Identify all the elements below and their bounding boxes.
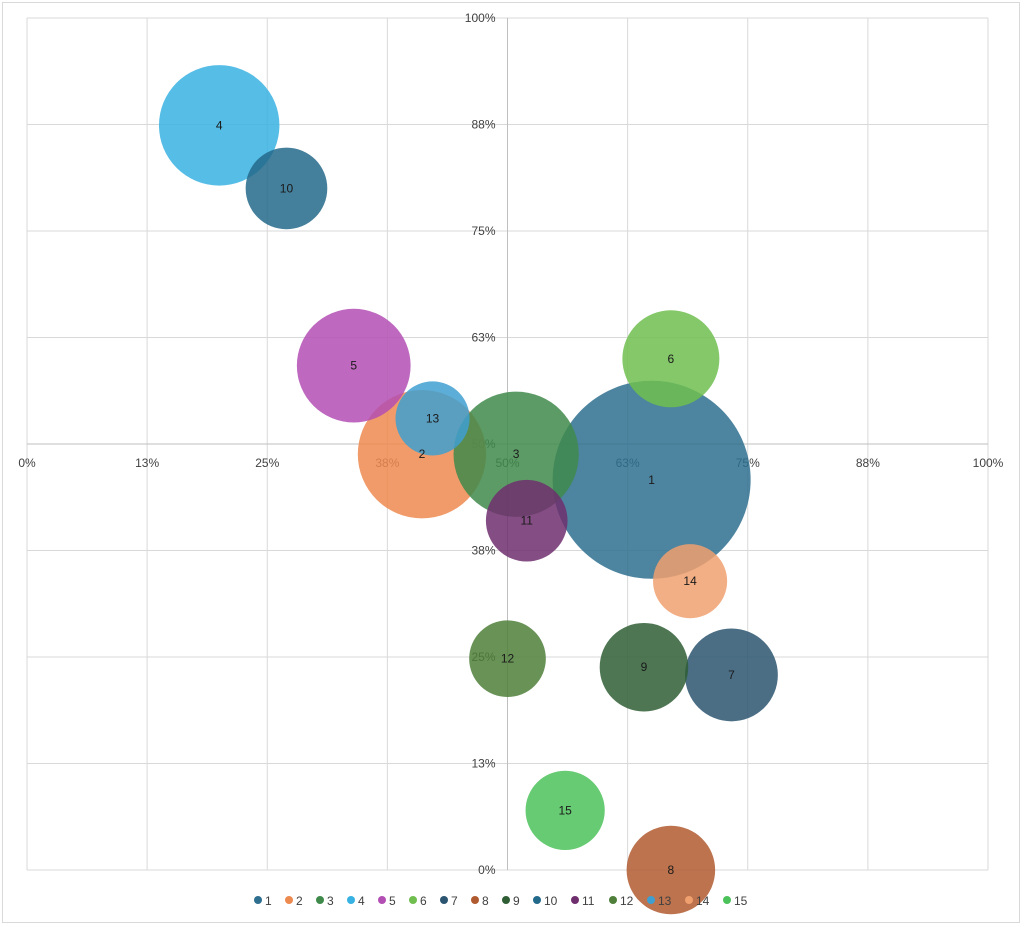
bubble-label: 9 (641, 660, 648, 674)
bubble-label: 2 (419, 447, 426, 461)
bubble-10 (245, 147, 328, 230)
y-tick-label: 0% (478, 863, 496, 877)
legend-marker (571, 896, 579, 904)
y-tick-label: 100% (465, 11, 496, 25)
bubble-label: 1 (648, 473, 655, 487)
legend-marker (316, 896, 324, 904)
bubble-label: 14 (683, 574, 697, 588)
bubble-6 (622, 310, 720, 408)
legend-marker (347, 896, 355, 904)
legend-label: 15 (734, 894, 748, 908)
legend-marker (409, 896, 417, 904)
bubble-15 (525, 770, 605, 850)
bubble-label: 12 (501, 652, 515, 666)
bubble-14 (653, 544, 728, 619)
legend-marker (471, 896, 479, 904)
legend-label: 14 (696, 894, 710, 908)
legend-label: 12 (620, 894, 634, 908)
legend-label: 8 (482, 894, 489, 908)
bubble-label: 13 (426, 411, 440, 425)
bubble-11 (485, 479, 568, 562)
legend-label: 3 (327, 894, 334, 908)
bubble-12 (469, 620, 546, 698)
bubble-4 (158, 65, 280, 186)
bubble-label: 7 (728, 668, 735, 682)
legend-marker (254, 896, 262, 904)
legend-label: 13 (658, 894, 672, 908)
bubble-7 (684, 628, 778, 722)
y-tick-label: 38% (471, 544, 495, 558)
bubble-5 (296, 308, 411, 423)
x-tick-label: 88% (856, 456, 880, 470)
legend-label: 9 (513, 894, 520, 908)
bubble-label: 3 (513, 447, 520, 461)
bubble-1 (552, 380, 751, 579)
legend-label: 2 (296, 894, 303, 908)
x-tick-label: 13% (135, 456, 159, 470)
legend-marker (685, 896, 693, 904)
legend: 1 2 3 4 5 6 7 8 9 10 11 12 13 14 15 (254, 894, 748, 908)
legend-marker (609, 896, 617, 904)
bubble-label: 11 (520, 514, 533, 528)
legend-marker (502, 896, 510, 904)
bubble-label: 10 (280, 181, 294, 195)
y-tick-label: 75% (471, 224, 495, 238)
legend-marker (723, 896, 731, 904)
bubble-label: 4 (216, 118, 223, 132)
legend-label: 1 (265, 894, 272, 908)
x-tick-label: 25% (255, 456, 279, 470)
bubble-label: 5 (350, 359, 357, 373)
bubble-label: 15 (558, 803, 572, 817)
legend-marker (647, 896, 655, 904)
legend-label: 4 (358, 894, 365, 908)
y-tick-label: 88% (471, 118, 495, 132)
bubble-label: 6 (668, 352, 675, 366)
legend-marker (533, 896, 541, 904)
legend-label: 5 (389, 894, 396, 908)
legend-label: 11 (582, 894, 595, 908)
legend-marker (440, 896, 448, 904)
bubble-8 (626, 825, 716, 915)
legend-marker (285, 896, 293, 904)
y-tick-label: 13% (471, 757, 495, 771)
bubble-13 (395, 381, 470, 456)
legend-marker (378, 896, 386, 904)
bubble-label: 8 (668, 863, 675, 877)
x-tick-label: 100% (973, 456, 1004, 470)
x-tick-label: 0% (18, 456, 36, 470)
y-tick-label: 63% (471, 331, 495, 345)
legend-label: 7 (451, 894, 458, 908)
bubble-9 (599, 622, 689, 712)
legend-label: 6 (420, 894, 427, 908)
legend-label: 10 (544, 894, 558, 908)
